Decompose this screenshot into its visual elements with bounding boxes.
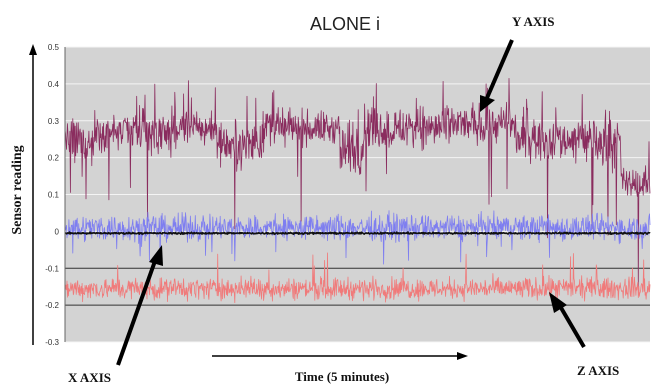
z-axis-annotation: Z AXIS — [577, 363, 619, 378]
y-axis-annotation: Y AXIS — [512, 14, 555, 29]
y-tick-label: 0.4 — [48, 80, 60, 89]
series-line-z — [64, 252, 651, 304]
x-axis-callout: X AXIS — [68, 245, 163, 385]
chart-title: ALONE i — [310, 14, 380, 34]
series-line-baseline — [64, 231, 651, 236]
y-tick-label: 0.3 — [48, 117, 60, 126]
y-axis-label: Sensor reading — [10, 145, 25, 234]
y-tick-label: -0.1 — [45, 264, 59, 273]
series-line-y — [64, 78, 651, 288]
time-axis-arrow — [212, 352, 468, 360]
y-tick-label: 0.1 — [48, 191, 60, 200]
y-tick-label: -0.2 — [45, 301, 59, 310]
y-axis-callout: Y AXIS — [480, 14, 555, 112]
y-tick-label: 0.5 — [48, 43, 60, 52]
series-line-x — [64, 210, 651, 265]
z-axis-callout: Z AXIS — [549, 292, 619, 378]
y-tick-label: 0.2 — [48, 154, 60, 163]
plot-area: 0.5 0.4 0.3 0.2 0.1 0 -0.1 -0.2 -0.3 — [45, 43, 651, 347]
y-tick-label: -0.3 — [45, 338, 59, 347]
x-axis-annotation: X AXIS — [68, 370, 111, 385]
x-axis-label: Time (5 minutes) — [295, 369, 389, 384]
y-axis-arrow — [29, 44, 37, 345]
y-tick-label: 0 — [55, 227, 60, 236]
